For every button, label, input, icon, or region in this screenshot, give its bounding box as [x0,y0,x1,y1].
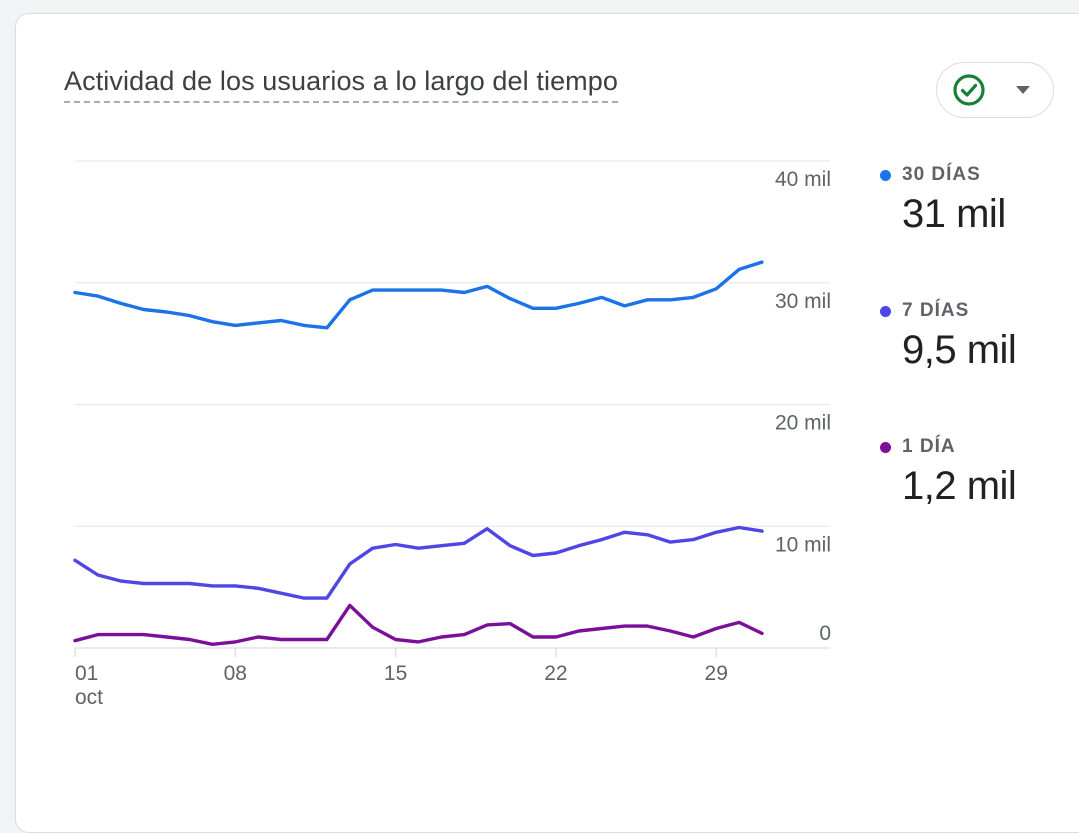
legend-label: 1 DÍA [902,436,956,457]
x-tick-label: 22 [544,662,567,685]
legend-item: 30 DÍAS 31 mil [880,164,1006,237]
x-tick-label: 29 [705,662,728,685]
caret-down-icon [1016,86,1030,94]
legend-dot-icon [880,441,891,453]
legend-dot-icon [880,305,891,317]
y-tick-label: 40 mil [775,168,831,191]
series-line [73,525,764,600]
legend-header: 1 DÍA [880,436,1016,458]
legend-value: 31 mil [902,192,1006,236]
y-tick-label: 10 mil [775,533,831,556]
check-circle-icon [953,74,985,106]
legend-header: 7 DÍAS [880,300,1016,322]
chart-grid [75,160,830,649]
legend-label: 30 DÍAS [902,164,981,185]
chart-series [73,260,764,646]
y-axis-ticks: 0 10 mil 20 mil 30 mil 40 mil [775,168,831,645]
x-tick-label: 15 [384,662,407,685]
user-activity-card [15,13,1079,833]
legend-item: 1 DÍA 1,2 mil [880,436,1017,509]
y-tick-label: 20 mil [775,412,831,435]
y-tick-label: 30 mil [775,290,831,313]
legend-item: 7 DÍAS 9,5 mil [880,300,1017,373]
card-title[interactable]: Actividad de los usuarios a lo largo del… [64,66,619,103]
y-tick-label: 0 [819,622,831,645]
legend-value: 9,5 mil [902,328,1017,372]
x-tick-label: 08 [224,662,247,685]
legend-header: 30 DÍAS [880,164,1006,186]
status-dropdown-button[interactable] [936,62,1054,118]
series-line [73,603,764,646]
series-line [73,260,764,330]
x-tick-sublabel: oct [75,686,103,709]
legend-value: 1,2 mil [902,464,1017,508]
legend-label: 7 DÍAS [902,300,970,321]
legend-dot-icon [880,169,891,181]
x-tick-label: 01 [75,662,98,685]
